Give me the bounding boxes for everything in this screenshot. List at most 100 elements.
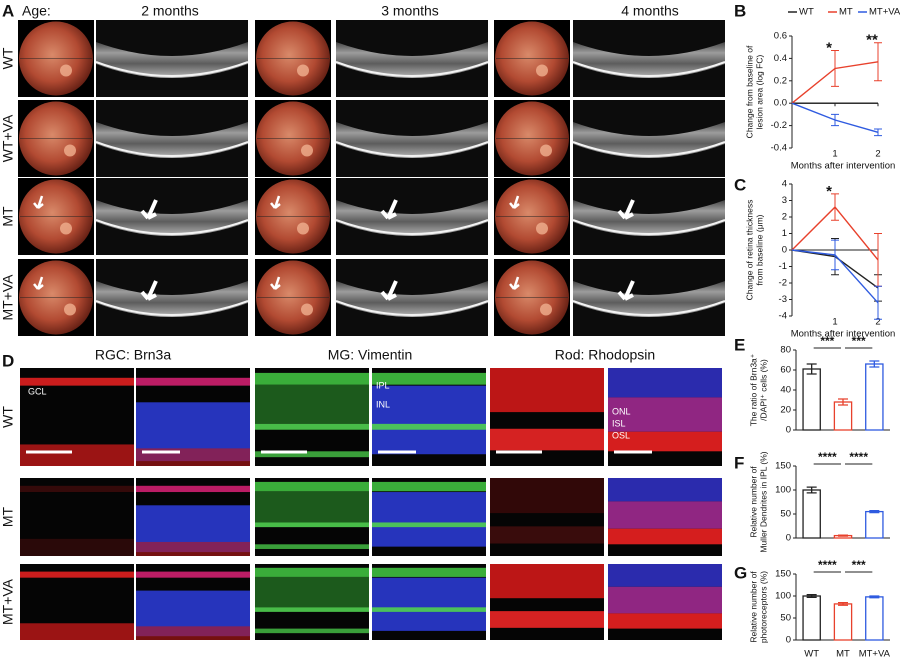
significance-label: *** xyxy=(852,334,866,348)
fundus-lesion xyxy=(540,303,552,316)
arrow xyxy=(33,276,44,290)
micrograph-layer xyxy=(372,481,486,492)
x-tick-label: 2 xyxy=(875,317,880,328)
arrow xyxy=(617,199,635,220)
panel-letter: A xyxy=(2,1,14,20)
row-label: WT+VA xyxy=(0,114,16,162)
y-axis-label: Change of retina thickness xyxy=(744,200,754,301)
micrograph-layer xyxy=(490,564,604,599)
fundus-lesion xyxy=(60,64,72,77)
micrograph-layer xyxy=(372,423,486,430)
y-tick-label: 2 xyxy=(782,212,787,223)
micrograph-layer xyxy=(20,444,134,466)
micrograph-layer xyxy=(20,538,134,556)
micrograph-layer xyxy=(136,541,250,556)
micrograph-layer xyxy=(372,385,486,455)
y-tick-label: 50 xyxy=(780,613,791,624)
y-axis-label: from baseline (μm) xyxy=(754,214,764,285)
oct-retina xyxy=(573,200,725,236)
layer-label: ISL xyxy=(612,418,626,428)
significance-label: **** xyxy=(818,558,837,572)
micrograph-layer xyxy=(608,564,722,587)
y-tick-label: -1 xyxy=(779,261,787,272)
micrograph xyxy=(490,478,604,556)
micrograph-layer xyxy=(372,372,486,385)
arrow xyxy=(140,280,158,301)
micrograph-layer xyxy=(20,571,134,578)
significance-label: *** xyxy=(852,558,866,572)
error-bar xyxy=(874,128,882,137)
y-tick-label: 0.0 xyxy=(774,98,787,109)
row-label: WT xyxy=(0,406,16,428)
y-tick-label: 80 xyxy=(780,345,791,356)
oct-rpe xyxy=(572,141,726,157)
y-tick-label: 20 xyxy=(780,405,791,416)
annotation: * xyxy=(826,183,832,200)
micrograph-layer xyxy=(255,576,369,608)
arrow xyxy=(380,280,398,301)
oct-rpe xyxy=(95,219,249,235)
significance-label: **** xyxy=(818,450,837,464)
y-tick-label: -4 xyxy=(779,311,787,322)
oct-retina xyxy=(336,122,488,158)
oct-retina xyxy=(96,200,248,236)
micrograph-layer xyxy=(608,613,722,629)
micrograph-layer xyxy=(255,491,369,523)
error-bar xyxy=(869,360,880,368)
y-tick-label: 100 xyxy=(775,591,791,602)
fundus-lesion xyxy=(540,144,552,157)
micrograph-layer xyxy=(608,528,722,545)
micrograph-layer xyxy=(608,501,722,529)
arrow xyxy=(617,280,635,301)
micrograph-layer xyxy=(20,485,134,493)
x-tick-label: 2 xyxy=(875,149,880,160)
arrow xyxy=(509,195,520,209)
oct-retina xyxy=(573,42,725,78)
micrograph xyxy=(20,478,134,556)
micrograph-layer xyxy=(20,623,134,640)
micrograph-layer xyxy=(255,384,369,424)
micrograph-layer xyxy=(255,481,369,492)
legend-label: MT xyxy=(839,7,853,18)
x-tick-label: MT+VA xyxy=(859,649,891,660)
oct-rpe xyxy=(572,61,726,77)
bar xyxy=(865,363,884,431)
x-axis-label: Months after intervention xyxy=(791,329,896,340)
y-axis-label: lesion area (log FC) xyxy=(754,55,764,130)
age-header: 2 months xyxy=(141,3,199,19)
panel-letter: G xyxy=(734,563,747,582)
x-tick-label: MT xyxy=(836,649,850,660)
bar xyxy=(865,510,884,539)
oct-rpe xyxy=(95,61,249,77)
panel-letter: E xyxy=(734,335,745,354)
significance-label: *** xyxy=(820,334,834,348)
x-tick-label: WT xyxy=(804,649,819,660)
y-tick-label: 4 xyxy=(782,179,787,190)
panel-letter: D xyxy=(2,351,14,370)
oct-rpe xyxy=(572,219,726,235)
arrow xyxy=(140,199,158,220)
micrograph-layer xyxy=(255,423,369,430)
error-bar xyxy=(874,233,882,287)
arrow xyxy=(270,276,281,290)
arrow xyxy=(33,195,44,209)
oct-retina xyxy=(96,42,248,78)
bar xyxy=(865,596,884,641)
oct-retina xyxy=(336,42,488,78)
y-tick-label: 1 xyxy=(782,228,787,239)
arrow xyxy=(380,199,398,220)
layer-label: OSL xyxy=(612,430,630,440)
y-axis-label: Relative number of xyxy=(748,466,758,538)
y-tick-label: 100 xyxy=(775,485,791,496)
error-bar xyxy=(831,193,839,221)
y-tick-label: -3 xyxy=(779,294,787,305)
fundus-lesion xyxy=(64,303,76,316)
micrograph-layer xyxy=(608,397,722,432)
oct-retina xyxy=(96,122,248,158)
column-header: RGC: Brn3a xyxy=(95,347,171,363)
x-axis-label: Months after intervention xyxy=(791,161,896,172)
fundus-lesion xyxy=(64,144,76,157)
error-bar xyxy=(869,595,880,599)
y-tick-label: 40 xyxy=(780,385,791,396)
bar xyxy=(802,489,821,539)
